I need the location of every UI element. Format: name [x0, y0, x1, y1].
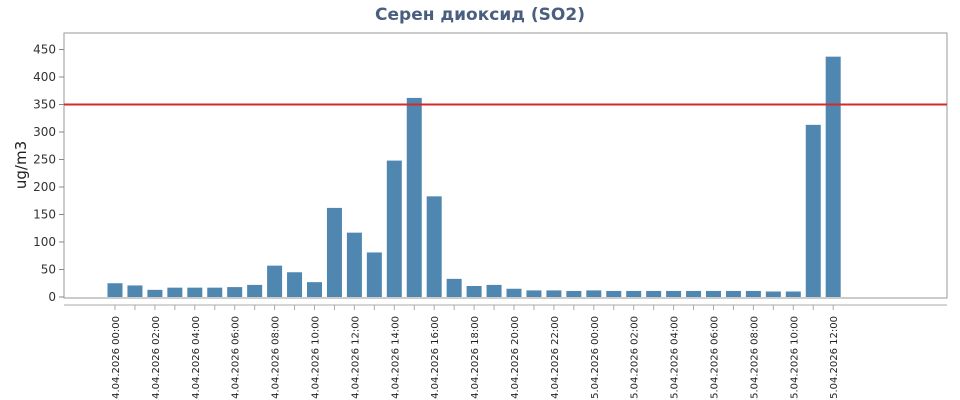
x-axis-ticks: 14.04.2026 00:00 14.04.2026 02:00 14.04.20… — [64, 304, 947, 400]
y-tick-label: 450 — [33, 43, 56, 57]
x-tick-label: 14.04.2026 04:00 — [191, 316, 202, 400]
y-tick-label: 0 — [48, 290, 56, 304]
bar — [725, 290, 741, 297]
x-tick-label: 15.04.2026 12:00 — [829, 316, 840, 400]
bar — [626, 290, 642, 297]
bar — [107, 283, 123, 297]
bar — [207, 287, 223, 297]
bar — [486, 284, 502, 297]
bar — [506, 288, 522, 297]
bar — [366, 252, 382, 297]
x-tick-label: 15.04.2026 10:00 — [789, 316, 800, 400]
x-tick-label: 15.04.2026 04:00 — [670, 316, 681, 400]
y-tick-label: 200 — [33, 180, 56, 194]
bar — [287, 272, 303, 297]
x-tick-label: 15.04.2026 02:00 — [630, 316, 641, 400]
bar — [765, 291, 781, 297]
x-tick-label: 14.04.2026 10:00 — [311, 316, 322, 400]
bar — [785, 291, 801, 297]
y-axis-ticks: 0 50 100 150 200 250 300 350 400 450 — [33, 43, 64, 304]
x-tick-label: 15.04.2026 00:00 — [590, 316, 601, 400]
y-tick-label: 350 — [33, 98, 56, 112]
x-tick-label: 14.04.2026 14:00 — [390, 316, 401, 400]
bar — [346, 232, 362, 297]
bar — [546, 290, 562, 297]
bar — [606, 290, 622, 297]
x-tick-label: 15.04.2026 06:00 — [710, 316, 721, 400]
x-tick-label: 14.04.2026 20:00 — [510, 316, 521, 400]
y-tick-label: 250 — [33, 153, 56, 167]
bar — [247, 284, 263, 297]
bar — [745, 290, 761, 297]
x-tick-label: 14.04.2026 00:00 — [111, 316, 122, 400]
bars — [107, 56, 841, 298]
y-tick-label: 150 — [33, 208, 56, 222]
y-tick-label: 300 — [33, 125, 56, 139]
bar — [666, 290, 682, 297]
y-tick-label: 400 — [33, 70, 56, 84]
x-tick-label: 14.04.2026 08:00 — [271, 316, 282, 400]
y-tick-label: 50 — [41, 263, 56, 277]
chart-title: Серен диоксид (SO2) — [375, 5, 585, 25]
bar — [127, 285, 143, 297]
bar — [706, 290, 721, 297]
bar — [466, 286, 482, 297]
bar — [526, 290, 542, 297]
x-tick-label: 14.04.2026 18:00 — [470, 316, 481, 400]
x-tick-label: 14.04.2026 06:00 — [231, 316, 242, 400]
bar — [267, 265, 283, 297]
bar — [686, 290, 702, 297]
bar — [167, 287, 183, 297]
bar — [805, 124, 821, 297]
x-tick-label: 14.04.2026 12:00 — [350, 316, 361, 400]
plot-area — [63, 32, 948, 299]
bar — [646, 290, 662, 297]
bar — [586, 290, 602, 297]
x-tick-label: 14.04.2026 16:00 — [430, 316, 441, 400]
bar — [307, 282, 322, 297]
bar — [426, 196, 442, 297]
bar — [566, 290, 582, 297]
bar — [326, 207, 342, 297]
bar — [446, 278, 462, 297]
bar — [227, 287, 243, 297]
bar — [825, 56, 841, 298]
bar — [386, 160, 402, 297]
x-tick-label: 14.04.2026 02:00 — [151, 316, 162, 400]
y-axis-label: ug/m3 — [12, 141, 30, 189]
bar — [187, 287, 203, 297]
y-tick-label: 100 — [33, 235, 56, 249]
bar — [147, 289, 163, 297]
x-tick-label: 14.04.2026 22:00 — [550, 316, 561, 400]
bar — [406, 97, 422, 298]
x-tick-label: 15.04.2026 08:00 — [749, 316, 760, 400]
